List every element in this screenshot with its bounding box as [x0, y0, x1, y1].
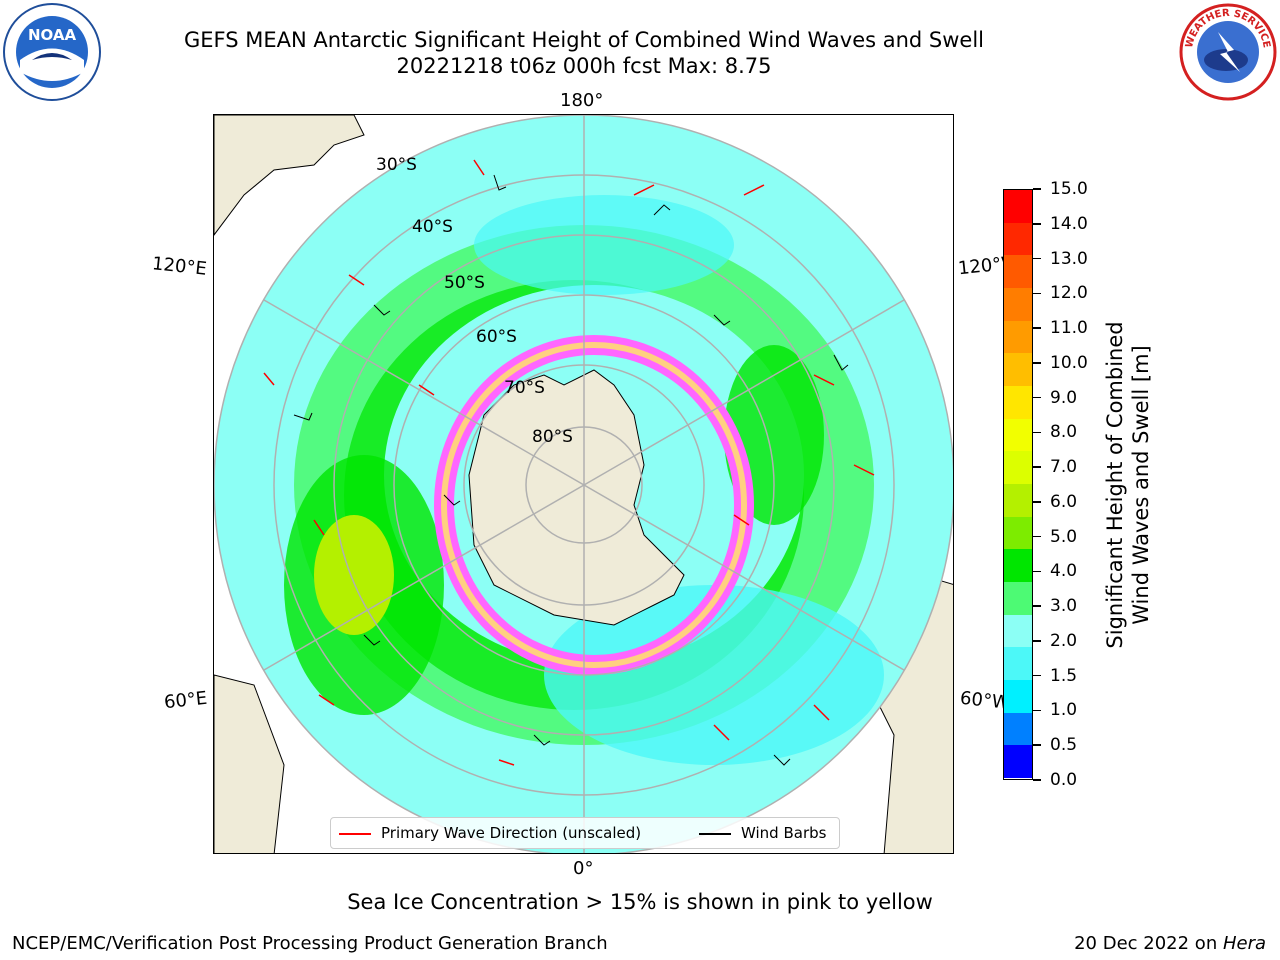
colorbar-tick-mark: [1033, 674, 1041, 677]
colorbar-segment: [1004, 679, 1032, 713]
wind-legend-line: [699, 832, 731, 835]
polar-map: 30°S 40°S 50°S 60°S 70°S 80°S: [214, 115, 953, 853]
colorbar-tick-label: 6.0: [1033, 492, 1077, 512]
colorbar-segment: [1004, 320, 1032, 354]
map-subtitle: 20221218 t06z 000h fcst Max: 8.75: [396, 54, 772, 78]
colorbar-tick-label: 3.0: [1033, 596, 1077, 616]
colorbar-segment: [1004, 549, 1032, 582]
colorbar-tick-label: 5.0: [1033, 527, 1077, 547]
lat-label-50s: 50°S: [444, 273, 485, 293]
lon-label-60w: 60°W: [959, 687, 1005, 714]
colorbar-tick-label: 1.5: [1033, 666, 1077, 686]
colorbar-tick-label: 14.0: [1033, 214, 1088, 234]
colorbar-tick-label: 15.0: [1033, 179, 1088, 199]
noaa-logo: NOAA: [3, 3, 101, 101]
colorbar-tick-label: 4.0: [1033, 561, 1077, 581]
map-legend: Primary Wave Direction (unscaled) Wind B…: [330, 817, 840, 849]
colorbar-tick-label: 1.0: [1033, 700, 1077, 720]
colorbar-segment: [1004, 647, 1032, 680]
footer-date-text: 20 Dec 2022 on: [1074, 933, 1223, 954]
colorbar-tick-mark: [1033, 188, 1041, 190]
colorbar-tick-mark: [1033, 570, 1041, 573]
wind-legend-label: Wind Barbs: [741, 824, 827, 842]
colorbar-tick-mark: [1033, 779, 1041, 781]
wave-legend-label: Primary Wave Direction (unscaled): [381, 824, 642, 842]
colorbar-tick-label: 9.0: [1033, 388, 1077, 408]
map-title: GEFS MEAN Antarctic Significant Height o…: [183, 28, 985, 52]
colorbar-segment: [1004, 418, 1032, 452]
colorbar-tick-label: 10.0: [1033, 353, 1088, 373]
colorbar-tick-label: 12.0: [1033, 283, 1088, 303]
colorbar-segment: [1004, 712, 1032, 746]
lon-label-120e: 120°E: [151, 253, 208, 280]
colorbar-tick-mark: [1033, 640, 1041, 642]
colorbar-tick-mark: [1033, 223, 1041, 225]
sea-ice-note: Sea Ice Concentration > 15% is shown in …: [347, 890, 933, 914]
colorbar-tick-mark: [1033, 431, 1041, 434]
footer-host: Hera: [1222, 933, 1266, 954]
colorbar: [1003, 189, 1033, 780]
colorbar-tick-label: 7.0: [1033, 457, 1077, 477]
colorbar-tick-label: 2.0: [1033, 631, 1077, 651]
svg-text:NOAA: NOAA: [28, 26, 77, 44]
colorbar-segment: [1004, 745, 1032, 778]
colorbar-segment: [1004, 451, 1032, 484]
colorbar-segment: [1004, 222, 1032, 256]
colorbar-label: Significant Height of Combined Wind Wave…: [1102, 321, 1154, 648]
lat-label-30s: 30°S: [376, 155, 417, 175]
lon-label-120w: 120°W: [957, 253, 1005, 280]
colorbar-tick-label: 13.0: [1033, 249, 1088, 269]
colorbar-tick-mark: [1033, 744, 1041, 746]
colorbar-tick-mark: [1033, 396, 1041, 399]
colorbar-tick-label: 8.0: [1033, 422, 1077, 442]
colorbar-tick-mark: [1033, 535, 1041, 538]
colorbar-tick-mark: [1033, 605, 1041, 607]
lat-label-60s: 60°S: [476, 327, 517, 347]
colorbar-segment: [1004, 255, 1032, 288]
colorbar-tick-label: 0.0: [1033, 770, 1077, 790]
colorbar-tick-mark: [1033, 257, 1041, 260]
colorbar-segment: [1004, 385, 1032, 419]
colorbar-segment: [1004, 516, 1032, 550]
lat-label-80s: 80°S: [532, 427, 573, 447]
colorbar-segment: [1004, 353, 1032, 386]
colorbar-tick-mark: [1033, 709, 1041, 712]
lon-label-0: 0°: [573, 858, 594, 879]
lon-label-180: 180°: [560, 90, 604, 111]
colorbar-tick-mark: [1033, 292, 1041, 295]
colorbar-tick-mark: [1033, 501, 1041, 503]
colorbar-segment: [1004, 190, 1032, 223]
colorbar-tick-label: 11.0: [1033, 318, 1088, 338]
footer-date: 20 Dec 2022 on Hera: [1074, 933, 1266, 954]
lon-label-60e: 60°E: [163, 687, 209, 714]
colorbar-segment: [1004, 483, 1032, 517]
lat-label-40s: 40°S: [412, 217, 453, 237]
wave-legend-item: Primary Wave Direction (unscaled): [339, 824, 641, 842]
colorbar-tick-mark: [1033, 327, 1041, 329]
footer-credit: NCEP/EMC/Verification Post Processing Pr…: [12, 933, 608, 954]
wave-legend-line: [339, 832, 371, 835]
colorbar-segment: [1004, 614, 1032, 648]
nws-logo: WEATHER SERVICE: [1179, 3, 1277, 101]
colorbar-label-line2: Wind Waves and Swell [m]: [1129, 345, 1153, 625]
colorbar-segment: [1004, 287, 1032, 321]
colorbar-tick-label: 0.5: [1033, 735, 1077, 755]
map-area: 30°S 40°S 50°S 60°S 70°S 80°S: [213, 114, 954, 854]
colorbar-segment: [1004, 581, 1032, 615]
lat-label-70s: 70°S: [504, 378, 545, 398]
colorbar-tick-mark: [1033, 362, 1041, 364]
colorbar-label-line1: Significant Height of Combined: [1103, 321, 1127, 649]
wind-legend-item: Wind Barbs: [699, 824, 826, 842]
colorbar-tick-mark: [1033, 466, 1041, 468]
